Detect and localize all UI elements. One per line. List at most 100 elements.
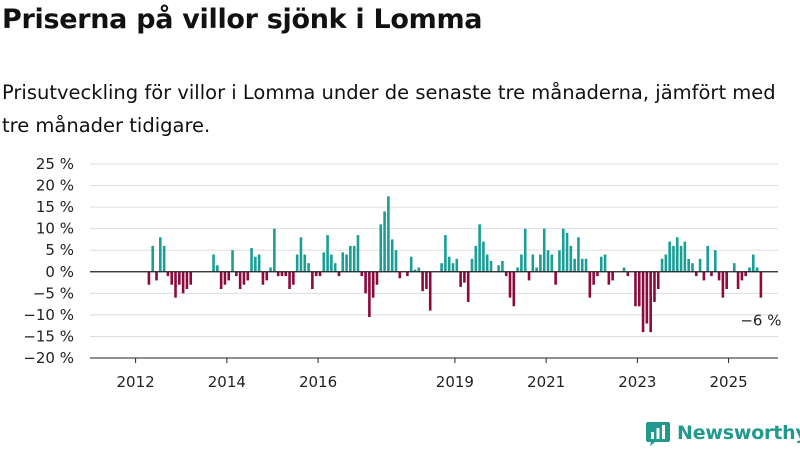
bar — [425, 271, 428, 290]
bar — [698, 258, 702, 272]
y-tick-label: −10 % — [23, 306, 74, 324]
bar — [364, 271, 367, 294]
bar — [162, 245, 166, 272]
bar — [242, 271, 246, 285]
annotations: −6 % — [740, 312, 781, 330]
bar — [459, 271, 462, 287]
bar — [227, 271, 231, 281]
bar — [444, 235, 447, 272]
bar — [592, 271, 595, 285]
bar — [189, 271, 193, 285]
bar — [497, 265, 500, 272]
y-tick-label: 10 % — [36, 220, 74, 238]
bar — [151, 245, 155, 272]
bar — [314, 271, 318, 277]
bar — [679, 245, 683, 272]
bar — [352, 245, 356, 272]
bar — [246, 271, 250, 281]
bar — [660, 258, 664, 272]
bar — [558, 250, 561, 272]
bar — [580, 258, 584, 272]
x-tick-label: 2021 — [527, 373, 565, 391]
bar — [732, 263, 736, 272]
y-tick-label: 15 % — [36, 198, 74, 216]
bar — [656, 271, 660, 290]
bar — [702, 271, 706, 281]
bar — [231, 250, 234, 272]
bar — [390, 239, 394, 272]
bar — [550, 254, 554, 272]
bar — [474, 245, 478, 272]
bar — [539, 254, 542, 272]
bar — [451, 263, 455, 272]
bar — [691, 263, 694, 272]
bar — [181, 271, 185, 294]
bar — [603, 254, 607, 272]
bar — [417, 267, 421, 272]
bar — [295, 254, 299, 272]
bar — [368, 271, 371, 318]
bar — [634, 271, 637, 307]
x-tick-label: 2016 — [299, 373, 337, 391]
grid-lines — [90, 163, 778, 359]
bar — [311, 271, 314, 290]
newsworthy-logo[interactable]: Newsworthy — [645, 420, 800, 446]
bar — [706, 245, 709, 272]
bar — [360, 271, 364, 277]
bar — [318, 271, 322, 277]
newsworthy-logo-icon — [646, 422, 670, 446]
bar — [736, 271, 740, 290]
bar — [379, 224, 383, 272]
bar — [485, 254, 489, 272]
bar — [755, 267, 759, 272]
bar — [455, 258, 459, 272]
bar — [626, 271, 630, 277]
chart-title: Priserna på villor sjönk i Lomma — [2, 4, 483, 35]
bar — [273, 228, 276, 272]
y-tick-label: −20 % — [23, 349, 74, 367]
data-label-latest: −6 % — [740, 312, 781, 330]
bar — [596, 271, 599, 277]
bar — [223, 271, 227, 285]
bar — [466, 271, 470, 302]
bar — [276, 271, 280, 277]
bar — [174, 271, 177, 298]
bar — [573, 258, 576, 272]
y-tick-label: 0 % — [45, 263, 74, 281]
bars — [147, 196, 763, 333]
bar — [265, 271, 269, 281]
bar — [155, 271, 158, 281]
bar — [546, 250, 550, 272]
bar — [637, 271, 641, 307]
brand-name: Newsworthy — [677, 422, 800, 444]
x-tick-label: 2025 — [709, 373, 747, 391]
bar — [717, 271, 721, 281]
bar — [398, 271, 402, 279]
y-tick-label: 5 % — [45, 241, 74, 259]
bar — [330, 254, 333, 272]
y-tick-label: 25 % — [36, 155, 74, 173]
bar — [394, 250, 398, 272]
bar — [584, 258, 588, 272]
bar — [542, 228, 546, 272]
bar — [512, 271, 516, 307]
bar — [751, 254, 755, 272]
bar — [748, 267, 751, 272]
bar — [406, 271, 409, 277]
bar — [238, 271, 242, 290]
bar — [254, 256, 257, 272]
bar — [288, 271, 291, 290]
bar — [611, 271, 614, 281]
bar — [478, 224, 481, 272]
bar — [280, 271, 284, 277]
chart-subtitle: Prisutveckling för villor i Lomma under … — [2, 81, 776, 137]
bar — [607, 271, 611, 285]
bar — [531, 254, 535, 272]
bar — [725, 271, 728, 290]
bar — [759, 271, 763, 298]
bar — [508, 271, 512, 298]
bar — [235, 271, 238, 277]
bar — [687, 258, 690, 272]
y-tick-label: 20 % — [36, 177, 74, 195]
bar — [185, 271, 189, 290]
